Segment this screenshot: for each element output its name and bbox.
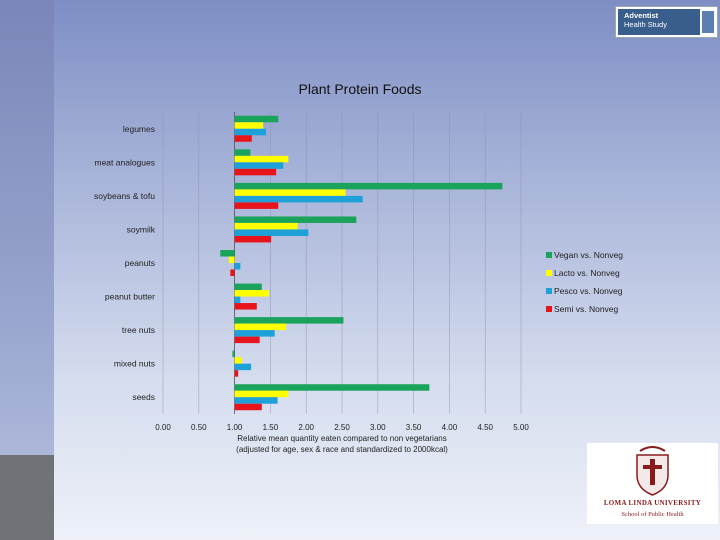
badge-line1: Adventist (624, 11, 659, 20)
category-label: seeds (132, 392, 155, 402)
x-tick-label: 1.00 (227, 423, 243, 432)
category-label: soymilk (127, 224, 156, 234)
x-tick-label: 1.50 (263, 423, 279, 432)
category-label: peanut butter (105, 292, 155, 302)
bar-4 (234, 403, 262, 411)
school-name: School of Public Health (621, 511, 684, 518)
bar-1 (234, 283, 262, 291)
category-label: peanuts (125, 258, 155, 268)
badge-number-mark (702, 11, 714, 33)
bar-2 (234, 390, 289, 398)
bar-3 (234, 229, 309, 236)
study-badge: Adventist Health Study (615, 6, 718, 38)
x-tick-label: 5.00 (513, 423, 529, 432)
legend-entry: Pesco vs. Nonveg (554, 286, 623, 296)
bar-2 (234, 189, 346, 196)
legend-swatch (546, 288, 552, 294)
bar-1 (234, 182, 503, 190)
bar-1 (234, 216, 357, 223)
legend-entry: Semi vs. Nonveg (554, 304, 619, 314)
bar-1 (220, 250, 235, 257)
x-tick-label: 2.00 (298, 423, 314, 432)
left-decor-block (0, 455, 54, 540)
bar-2 (234, 122, 264, 129)
category-label: legumes (123, 124, 155, 134)
category-label: soybeans & tofu (94, 191, 155, 201)
bar-4 (234, 370, 239, 377)
bar-3 (234, 128, 267, 136)
category-label: tree nuts (122, 325, 155, 335)
bar-1 (234, 115, 279, 123)
bar-2 (234, 222, 298, 230)
x-tick-label: 4.50 (477, 423, 493, 432)
bar-3 (234, 296, 241, 304)
chart-title: Plant Protein Foods (299, 81, 422, 97)
loma-linda-logo: LOMA LINDA UNIVERSITY School of Public H… (587, 443, 718, 524)
legend-entry: Lacto vs. Nonveg (554, 268, 620, 278)
x-axis-label-line2: (adjusted for age, sex & race and standa… (236, 445, 448, 454)
legend-swatch (546, 306, 552, 312)
bar-1 (234, 384, 430, 391)
university-name: LOMA LINDA UNIVERSITY (603, 499, 702, 507)
bar-1 (234, 149, 251, 156)
category-label: mixed nuts (114, 359, 155, 369)
bar-2 (234, 290, 269, 297)
bar-2 (234, 155, 289, 163)
category-label: meat analogues (95, 157, 156, 167)
x-tick-label: 0.00 (155, 423, 171, 432)
bar-1 (232, 350, 235, 358)
crest-icon (636, 446, 669, 496)
bar-4 (234, 168, 277, 176)
bar-4 (234, 202, 279, 209)
legend-swatch (546, 252, 552, 258)
bar-2 (234, 357, 242, 364)
legend-swatch (546, 270, 552, 276)
x-tick-label: 3.00 (370, 423, 386, 432)
x-tick-label: 3.50 (406, 423, 422, 432)
bar-3 (234, 162, 284, 169)
x-tick-label: 2.50 (334, 423, 350, 432)
bar-3 (234, 397, 278, 404)
x-axis-label-line1: Relative mean quantity eaten compared to… (237, 434, 446, 443)
bar-4 (234, 135, 252, 142)
bar-4 (234, 303, 257, 310)
bar-4 (234, 336, 260, 344)
x-tick-label: 4.00 (442, 423, 458, 432)
bar-4 (230, 269, 235, 276)
bar-3 (234, 195, 363, 203)
legend-entry: Vegan vs. Nonveg (554, 250, 623, 260)
bar-4 (234, 235, 272, 243)
x-tick-label: 0.50 (191, 423, 207, 432)
badge-line2: Health Study (624, 20, 667, 29)
bar-3 (234, 363, 252, 371)
bar-2 (228, 256, 235, 263)
bar-1 (234, 317, 344, 324)
left-decor-strip (0, 0, 54, 540)
bar-2 (234, 323, 287, 331)
bar-3 (234, 263, 241, 270)
study-badge-text: Adventist Health Study (618, 9, 700, 35)
bar-3 (234, 330, 275, 337)
